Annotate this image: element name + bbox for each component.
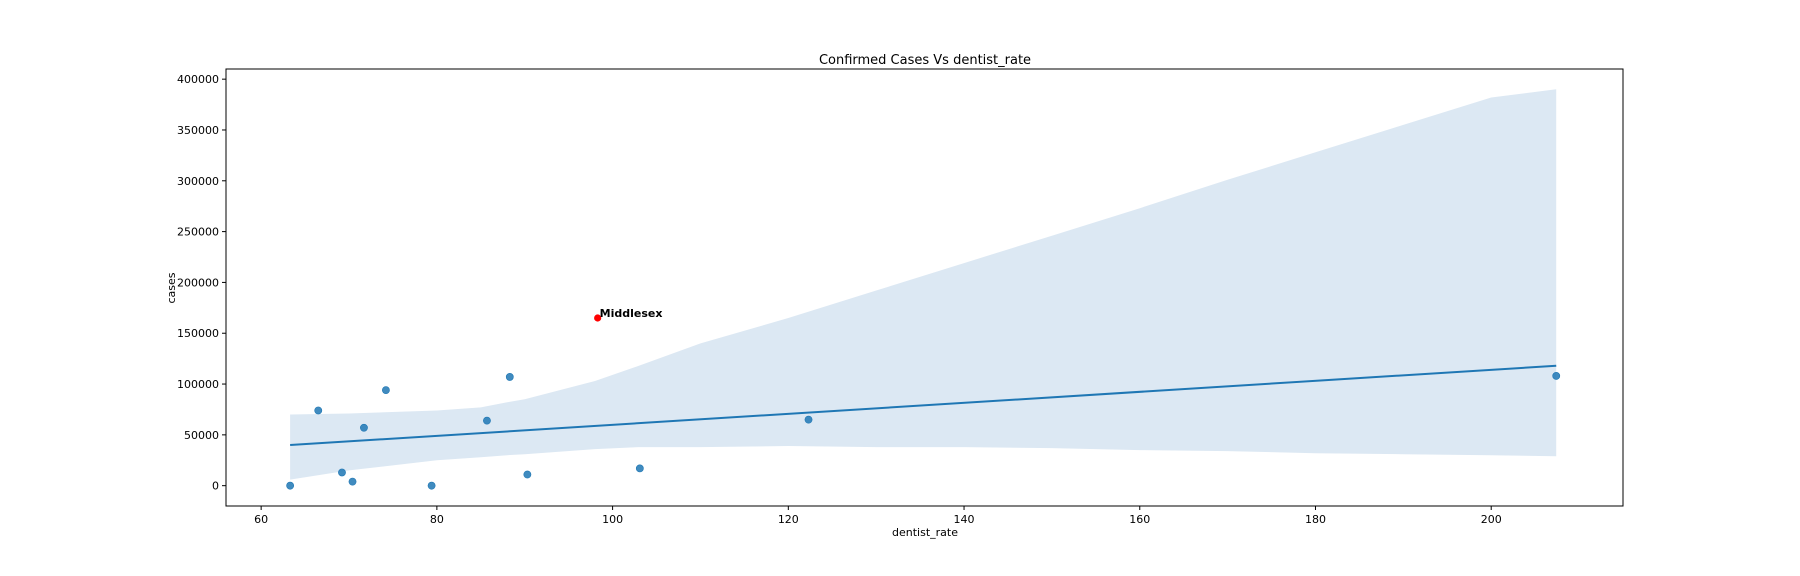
regression-line-layer (290, 364, 1557, 447)
data-point (314, 406, 323, 415)
y-axis-label: cases (165, 272, 178, 303)
data-point (382, 386, 390, 395)
x-axis-ticks: 60 80 100 120 140 160 180 200 (254, 506, 1502, 526)
x-tick-label: 180 (1305, 513, 1326, 526)
highlight-label: Middlesex (600, 307, 663, 320)
data-point (427, 481, 436, 490)
data-point (348, 477, 357, 486)
y-tick-label: 200000 (177, 276, 219, 289)
y-tick-label: 0 (212, 480, 219, 493)
data-point (635, 464, 644, 473)
x-tick-label: 140 (954, 513, 975, 526)
y-tick-label: 50000 (184, 429, 219, 442)
y-tick-label: 300000 (177, 175, 219, 188)
y-tick-label: 400000 (177, 73, 219, 86)
y-tick-label: 150000 (177, 327, 219, 340)
data-point (286, 481, 295, 490)
x-tick-label: 80 (430, 513, 444, 526)
y-tick-label: 250000 (177, 226, 219, 239)
x-tick-label: 60 (254, 513, 268, 526)
x-tick-label: 100 (602, 513, 623, 526)
data-point (505, 373, 514, 381)
data-point (338, 468, 346, 477)
y-axis-ticks: 0 50000 100000 150000 200000 250000 300000 3500… (177, 73, 226, 493)
data-point (483, 416, 491, 425)
x-tick-label: 120 (778, 513, 799, 526)
data-points-layer (286, 372, 1561, 490)
highlight-layer: Middlesex (594, 307, 662, 322)
plot-frame (225, 68, 1624, 507)
chart-title: Confirmed Cases Vs dentist_rate (819, 53, 1031, 68)
highlight-point (594, 314, 602, 322)
data-point (523, 470, 532, 479)
x-tick-label: 200 (1481, 513, 1502, 526)
data-point (1552, 372, 1561, 380)
x-axis-label: dentist_rate (892, 526, 958, 539)
y-tick-label: 100000 (177, 378, 219, 391)
confidence-band-layer (290, 89, 1557, 480)
data-point (360, 423, 368, 432)
data-point (804, 415, 813, 424)
x-tick-label: 160 (1129, 513, 1150, 526)
regression-line (290, 364, 1557, 447)
y-tick-label: 350000 (177, 124, 219, 137)
confidence-band (290, 89, 1557, 480)
